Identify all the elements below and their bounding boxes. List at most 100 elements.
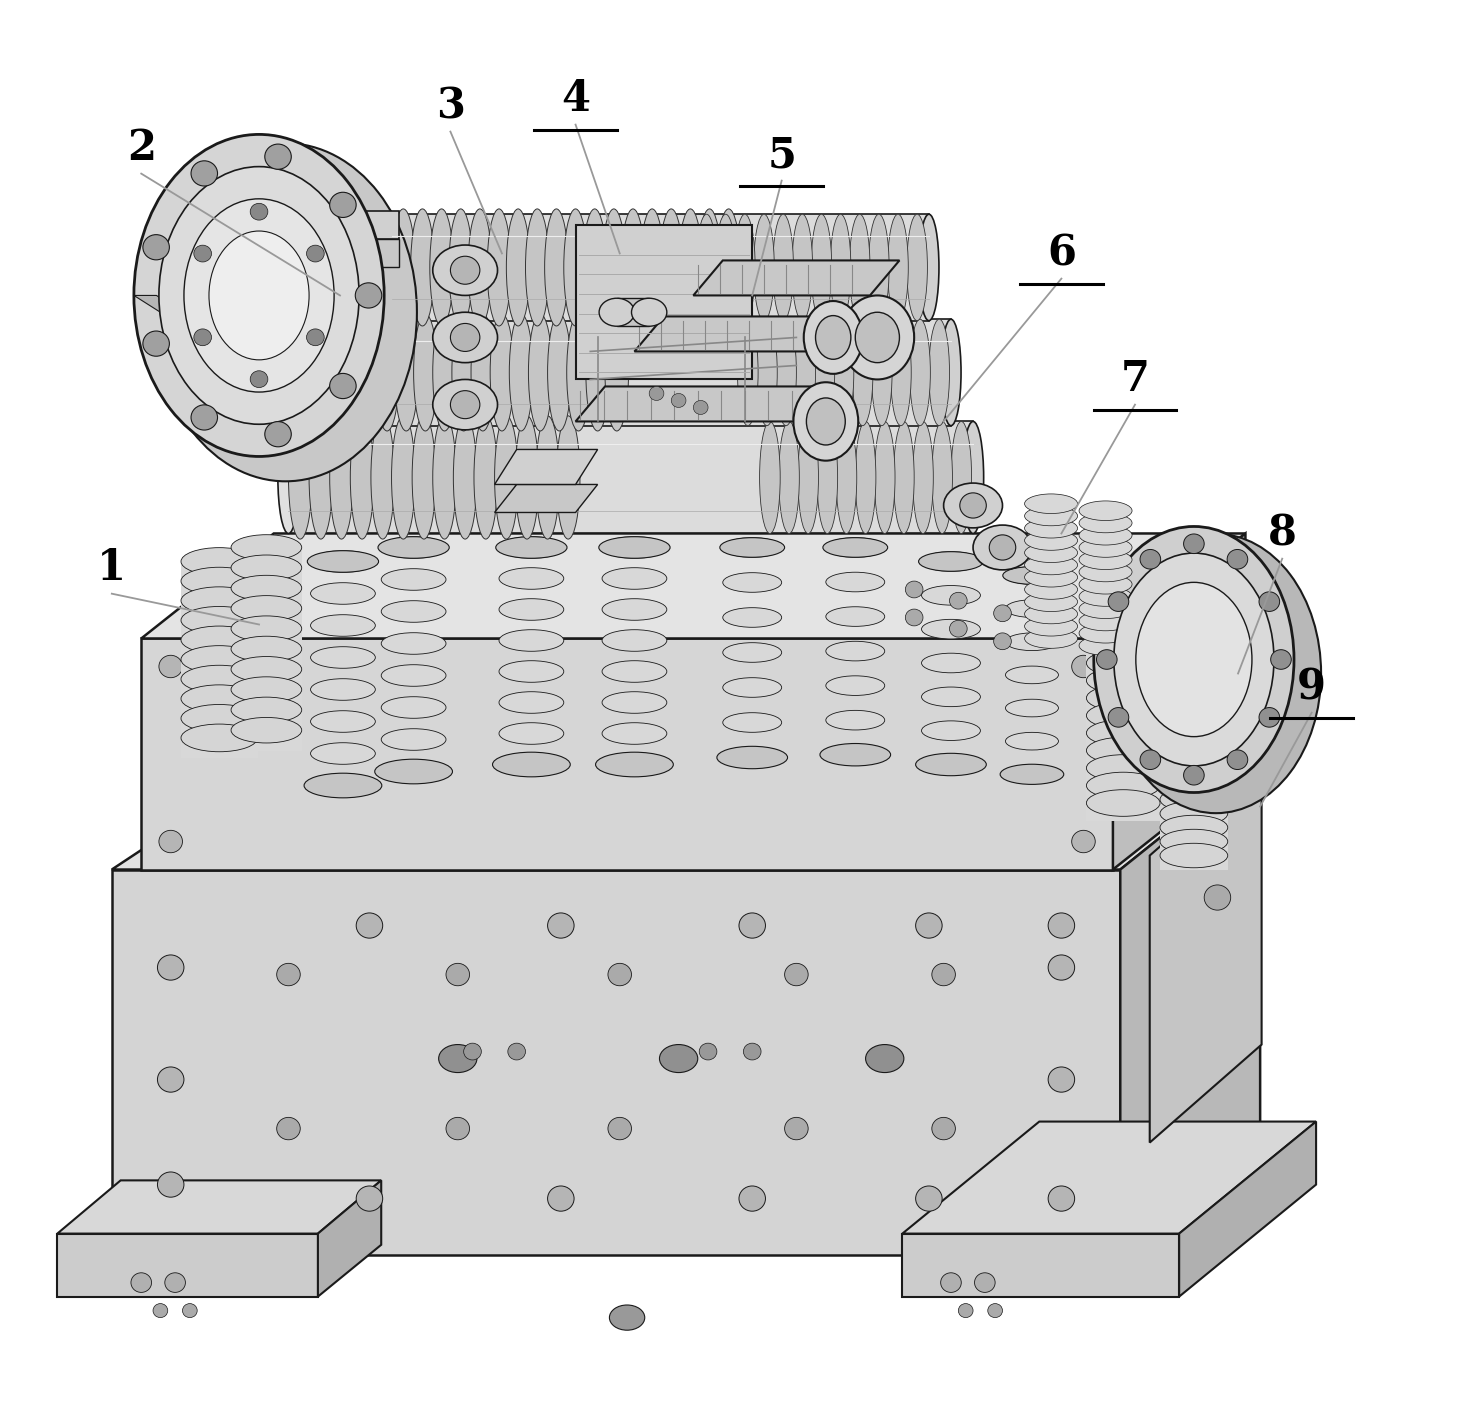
Ellipse shape — [1159, 843, 1227, 868]
Ellipse shape — [311, 742, 375, 765]
Ellipse shape — [1080, 586, 1131, 606]
Ellipse shape — [826, 641, 885, 661]
Ellipse shape — [410, 209, 434, 325]
Ellipse shape — [448, 209, 472, 325]
Circle shape — [1108, 592, 1128, 612]
Ellipse shape — [602, 692, 667, 713]
Ellipse shape — [1080, 513, 1131, 533]
Ellipse shape — [826, 606, 885, 626]
Ellipse shape — [1025, 543, 1078, 563]
Ellipse shape — [473, 415, 497, 539]
Ellipse shape — [907, 215, 928, 321]
Ellipse shape — [311, 711, 375, 732]
Circle shape — [950, 592, 968, 609]
Ellipse shape — [866, 1045, 904, 1072]
Ellipse shape — [794, 382, 858, 460]
Ellipse shape — [1080, 537, 1131, 557]
Ellipse shape — [1087, 650, 1159, 676]
Ellipse shape — [853, 320, 873, 425]
Ellipse shape — [941, 320, 962, 425]
Ellipse shape — [826, 572, 885, 592]
Ellipse shape — [855, 421, 876, 533]
Polygon shape — [289, 421, 974, 533]
Circle shape — [994, 633, 1012, 650]
Ellipse shape — [528, 314, 552, 431]
Text: 1: 1 — [97, 547, 127, 589]
Ellipse shape — [471, 314, 494, 431]
Text: 3: 3 — [437, 86, 465, 128]
Ellipse shape — [493, 752, 571, 777]
Ellipse shape — [181, 626, 258, 654]
Circle shape — [960, 492, 987, 518]
Ellipse shape — [836, 421, 857, 533]
Ellipse shape — [855, 313, 900, 362]
Circle shape — [1072, 655, 1096, 678]
Circle shape — [1049, 1186, 1075, 1211]
Ellipse shape — [723, 607, 782, 627]
Ellipse shape — [181, 685, 258, 713]
Ellipse shape — [1087, 720, 1159, 746]
Ellipse shape — [381, 697, 445, 718]
Circle shape — [785, 964, 808, 986]
Ellipse shape — [1025, 494, 1078, 513]
Ellipse shape — [1136, 582, 1252, 737]
Ellipse shape — [1080, 525, 1131, 544]
Ellipse shape — [535, 415, 559, 539]
Circle shape — [153, 1303, 168, 1317]
Polygon shape — [319, 1180, 381, 1296]
Ellipse shape — [506, 209, 530, 325]
Ellipse shape — [1000, 765, 1063, 784]
Ellipse shape — [1087, 668, 1159, 694]
Ellipse shape — [1159, 787, 1227, 812]
Circle shape — [159, 831, 183, 853]
Ellipse shape — [209, 231, 310, 359]
Ellipse shape — [807, 398, 845, 445]
Ellipse shape — [338, 314, 360, 431]
Circle shape — [547, 1186, 574, 1211]
Ellipse shape — [1006, 567, 1059, 584]
Ellipse shape — [817, 421, 838, 533]
Circle shape — [355, 283, 382, 309]
Ellipse shape — [602, 209, 625, 325]
Polygon shape — [58, 1233, 319, 1296]
Ellipse shape — [375, 759, 453, 784]
Ellipse shape — [760, 421, 780, 533]
Ellipse shape — [319, 314, 342, 431]
Ellipse shape — [525, 209, 549, 325]
Ellipse shape — [1094, 526, 1294, 793]
Ellipse shape — [988, 811, 1018, 831]
Circle shape — [158, 1172, 184, 1197]
Circle shape — [450, 324, 479, 351]
Circle shape — [158, 1066, 184, 1092]
Ellipse shape — [1159, 759, 1227, 784]
Ellipse shape — [330, 415, 353, 539]
Circle shape — [988, 1303, 1003, 1317]
Ellipse shape — [929, 320, 950, 425]
Ellipse shape — [951, 421, 972, 533]
Ellipse shape — [659, 1045, 698, 1072]
Ellipse shape — [499, 599, 563, 620]
Ellipse shape — [350, 415, 373, 539]
Ellipse shape — [181, 645, 258, 673]
Ellipse shape — [232, 575, 302, 600]
Circle shape — [192, 161, 217, 187]
Ellipse shape — [355, 314, 379, 431]
Circle shape — [990, 535, 1016, 560]
Circle shape — [266, 421, 291, 446]
Polygon shape — [903, 1121, 1316, 1233]
Ellipse shape — [311, 615, 375, 637]
Ellipse shape — [850, 215, 870, 321]
Ellipse shape — [922, 551, 981, 571]
Ellipse shape — [1003, 567, 1061, 584]
Ellipse shape — [468, 209, 491, 325]
Ellipse shape — [1080, 574, 1131, 593]
Ellipse shape — [310, 415, 333, 539]
Ellipse shape — [370, 415, 394, 539]
Circle shape — [463, 1044, 481, 1059]
Ellipse shape — [232, 697, 302, 723]
Ellipse shape — [723, 537, 782, 557]
Circle shape — [1108, 707, 1128, 727]
Ellipse shape — [1159, 801, 1227, 826]
Ellipse shape — [605, 314, 628, 431]
Circle shape — [608, 964, 631, 986]
